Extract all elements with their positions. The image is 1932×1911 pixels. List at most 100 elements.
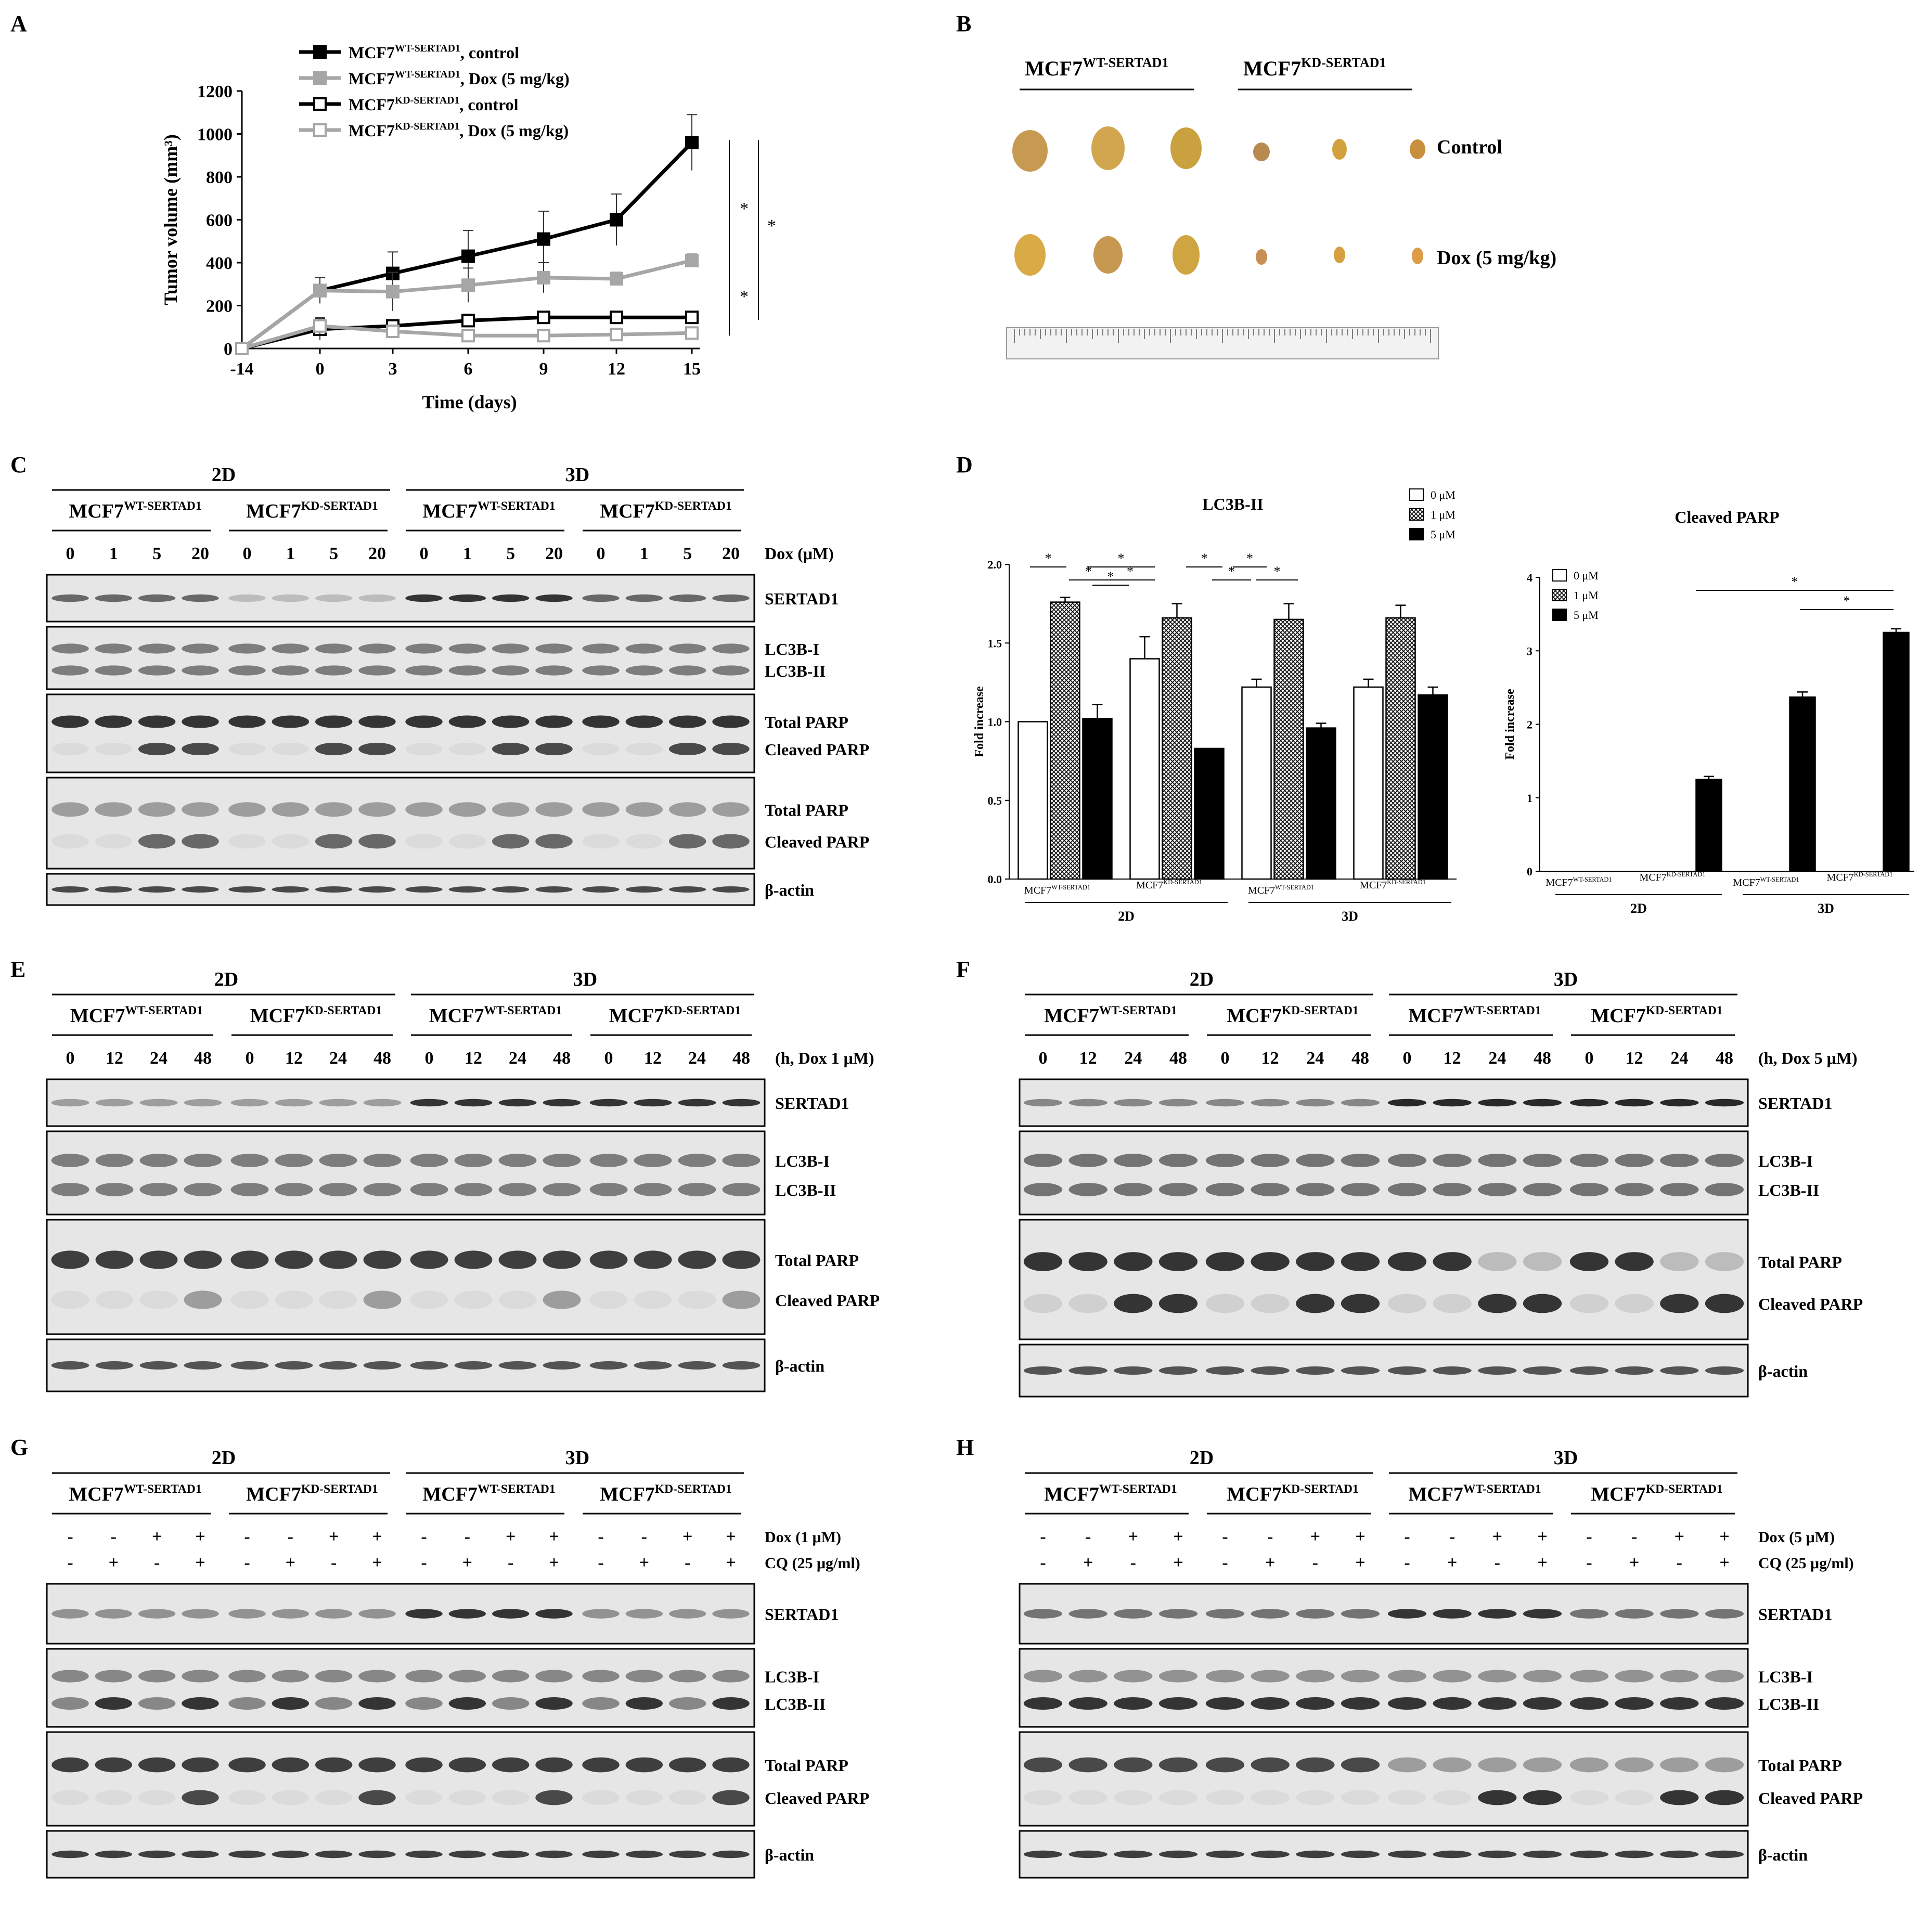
significance-star: *: [1844, 593, 1850, 609]
data-point: [537, 329, 550, 343]
cq-sign: +: [726, 1553, 736, 1572]
blot-strip: [46, 1731, 755, 1827]
protein-band: [1615, 1252, 1654, 1271]
protein-band: [582, 715, 620, 728]
protein-band: [668, 643, 706, 654]
protein-band: [319, 1154, 357, 1167]
protein-band: [712, 1670, 750, 1683]
blot-strip: [46, 626, 755, 690]
protein-band: [1433, 1154, 1472, 1167]
protein-band: [535, 1850, 573, 1858]
protein-band: [51, 594, 89, 602]
significance-star: *: [740, 199, 749, 218]
dox-sign: +: [506, 1527, 516, 1546]
protein-band: [272, 665, 310, 676]
significance-star: *: [1107, 569, 1114, 584]
tumor-image: [1170, 127, 1202, 169]
protein-band: [582, 743, 620, 755]
protein-band: [492, 665, 530, 676]
lane-label: 12: [106, 1049, 123, 1068]
lane-label: 24: [329, 1049, 347, 1068]
condition-label: 2D: [1118, 909, 1135, 924]
protein-band: [678, 1361, 716, 1370]
protein-band: [95, 802, 133, 817]
lane-label: 0: [66, 544, 75, 563]
tumor-photo-panel: MCF7WT-SERTAD1 MCF7KD-SERTAD1 Control Do…: [988, 47, 1914, 380]
group-header: MCF7KD-SERTAD1: [246, 499, 378, 522]
protein-band: [230, 1290, 269, 1309]
protein-band: [448, 743, 486, 755]
protein-band: [454, 1361, 493, 1370]
protein-band: [1387, 1154, 1427, 1167]
protein-band: [1615, 1790, 1654, 1805]
blot-strip: [1019, 1731, 1749, 1827]
protein-band: [272, 1850, 310, 1858]
blot-strip: [46, 1648, 755, 1728]
protein-band: [1523, 1366, 1562, 1375]
protein-band: [634, 1361, 672, 1370]
protein-band: [358, 643, 396, 654]
band-label: Total PARP: [765, 1756, 848, 1775]
data-point: [386, 325, 400, 338]
protein-band: [138, 1609, 176, 1619]
band-label: LC3B-II: [775, 1181, 836, 1199]
group-label: MCF7WT-SERTAD1: [1545, 876, 1612, 888]
group-header: MCF7KD-SERTAD1: [600, 499, 731, 522]
significance-star: *: [767, 216, 776, 236]
protein-band: [582, 643, 620, 654]
protein-band: [358, 665, 396, 676]
protein-band: [1068, 1697, 1107, 1710]
protein-band: [138, 643, 176, 654]
protein-band: [1660, 1154, 1699, 1167]
protein-band: [1251, 1609, 1290, 1619]
group-header: MCF7WT-SERTAD1: [1408, 1482, 1541, 1505]
lane-unit-label: (h, Dox 5 μM): [1758, 1049, 1858, 1067]
dox-sign: -: [598, 1527, 603, 1546]
protein-band: [1523, 1294, 1562, 1313]
tumor-image: [1012, 130, 1048, 172]
x-tick-label: 9: [539, 359, 548, 379]
lane-label: 24: [1306, 1049, 1324, 1068]
protein-band: [625, 1757, 663, 1773]
lane-label: 48: [1351, 1049, 1369, 1068]
protein-band: [712, 1790, 750, 1805]
protein-band: [139, 1250, 178, 1269]
y-tick-label: 200: [206, 297, 233, 316]
protein-band: [405, 715, 443, 728]
protein-band: [1705, 1670, 1744, 1683]
protein-band: [1569, 1697, 1609, 1710]
protein-band: [184, 1250, 222, 1269]
protein-band: [138, 665, 176, 676]
series-0: MCF7WT-SERTAD1, control: [235, 43, 699, 355]
protein-band: [1341, 1790, 1380, 1805]
protein-band: [1478, 1252, 1517, 1271]
protein-band: [405, 802, 443, 817]
lane-label: 1: [286, 544, 295, 563]
protein-band: [535, 1609, 573, 1619]
protein-band: [139, 1183, 178, 1196]
protein-band: [543, 1154, 581, 1167]
protein-band: [1433, 1294, 1472, 1313]
protein-band: [1569, 1366, 1609, 1375]
blot-strip: [1019, 1078, 1749, 1127]
protein-band: [1615, 1757, 1654, 1773]
protein-band: [535, 1790, 573, 1805]
legend-swatch: [1409, 508, 1424, 521]
protein-band: [1660, 1670, 1699, 1683]
band-label: β-actin: [775, 1357, 825, 1375]
protein-band: [138, 1670, 176, 1683]
protein-band: [358, 1850, 396, 1858]
lane-label: 0: [66, 1049, 75, 1068]
panel-label-a: A: [10, 11, 27, 36]
protein-band: [1660, 1609, 1699, 1619]
cq-sign: +: [1265, 1553, 1275, 1572]
protein-band: [1068, 1850, 1107, 1858]
protein-band: [1023, 1183, 1063, 1196]
protein-band: [625, 802, 663, 817]
protein-band: [405, 1670, 443, 1683]
condition-header: 3D: [1554, 1447, 1578, 1469]
band-label: SERTAD1: [775, 1094, 849, 1113]
protein-band: [1387, 1757, 1427, 1773]
protein-band: [182, 1850, 219, 1858]
blot-membrane: [46, 777, 755, 870]
